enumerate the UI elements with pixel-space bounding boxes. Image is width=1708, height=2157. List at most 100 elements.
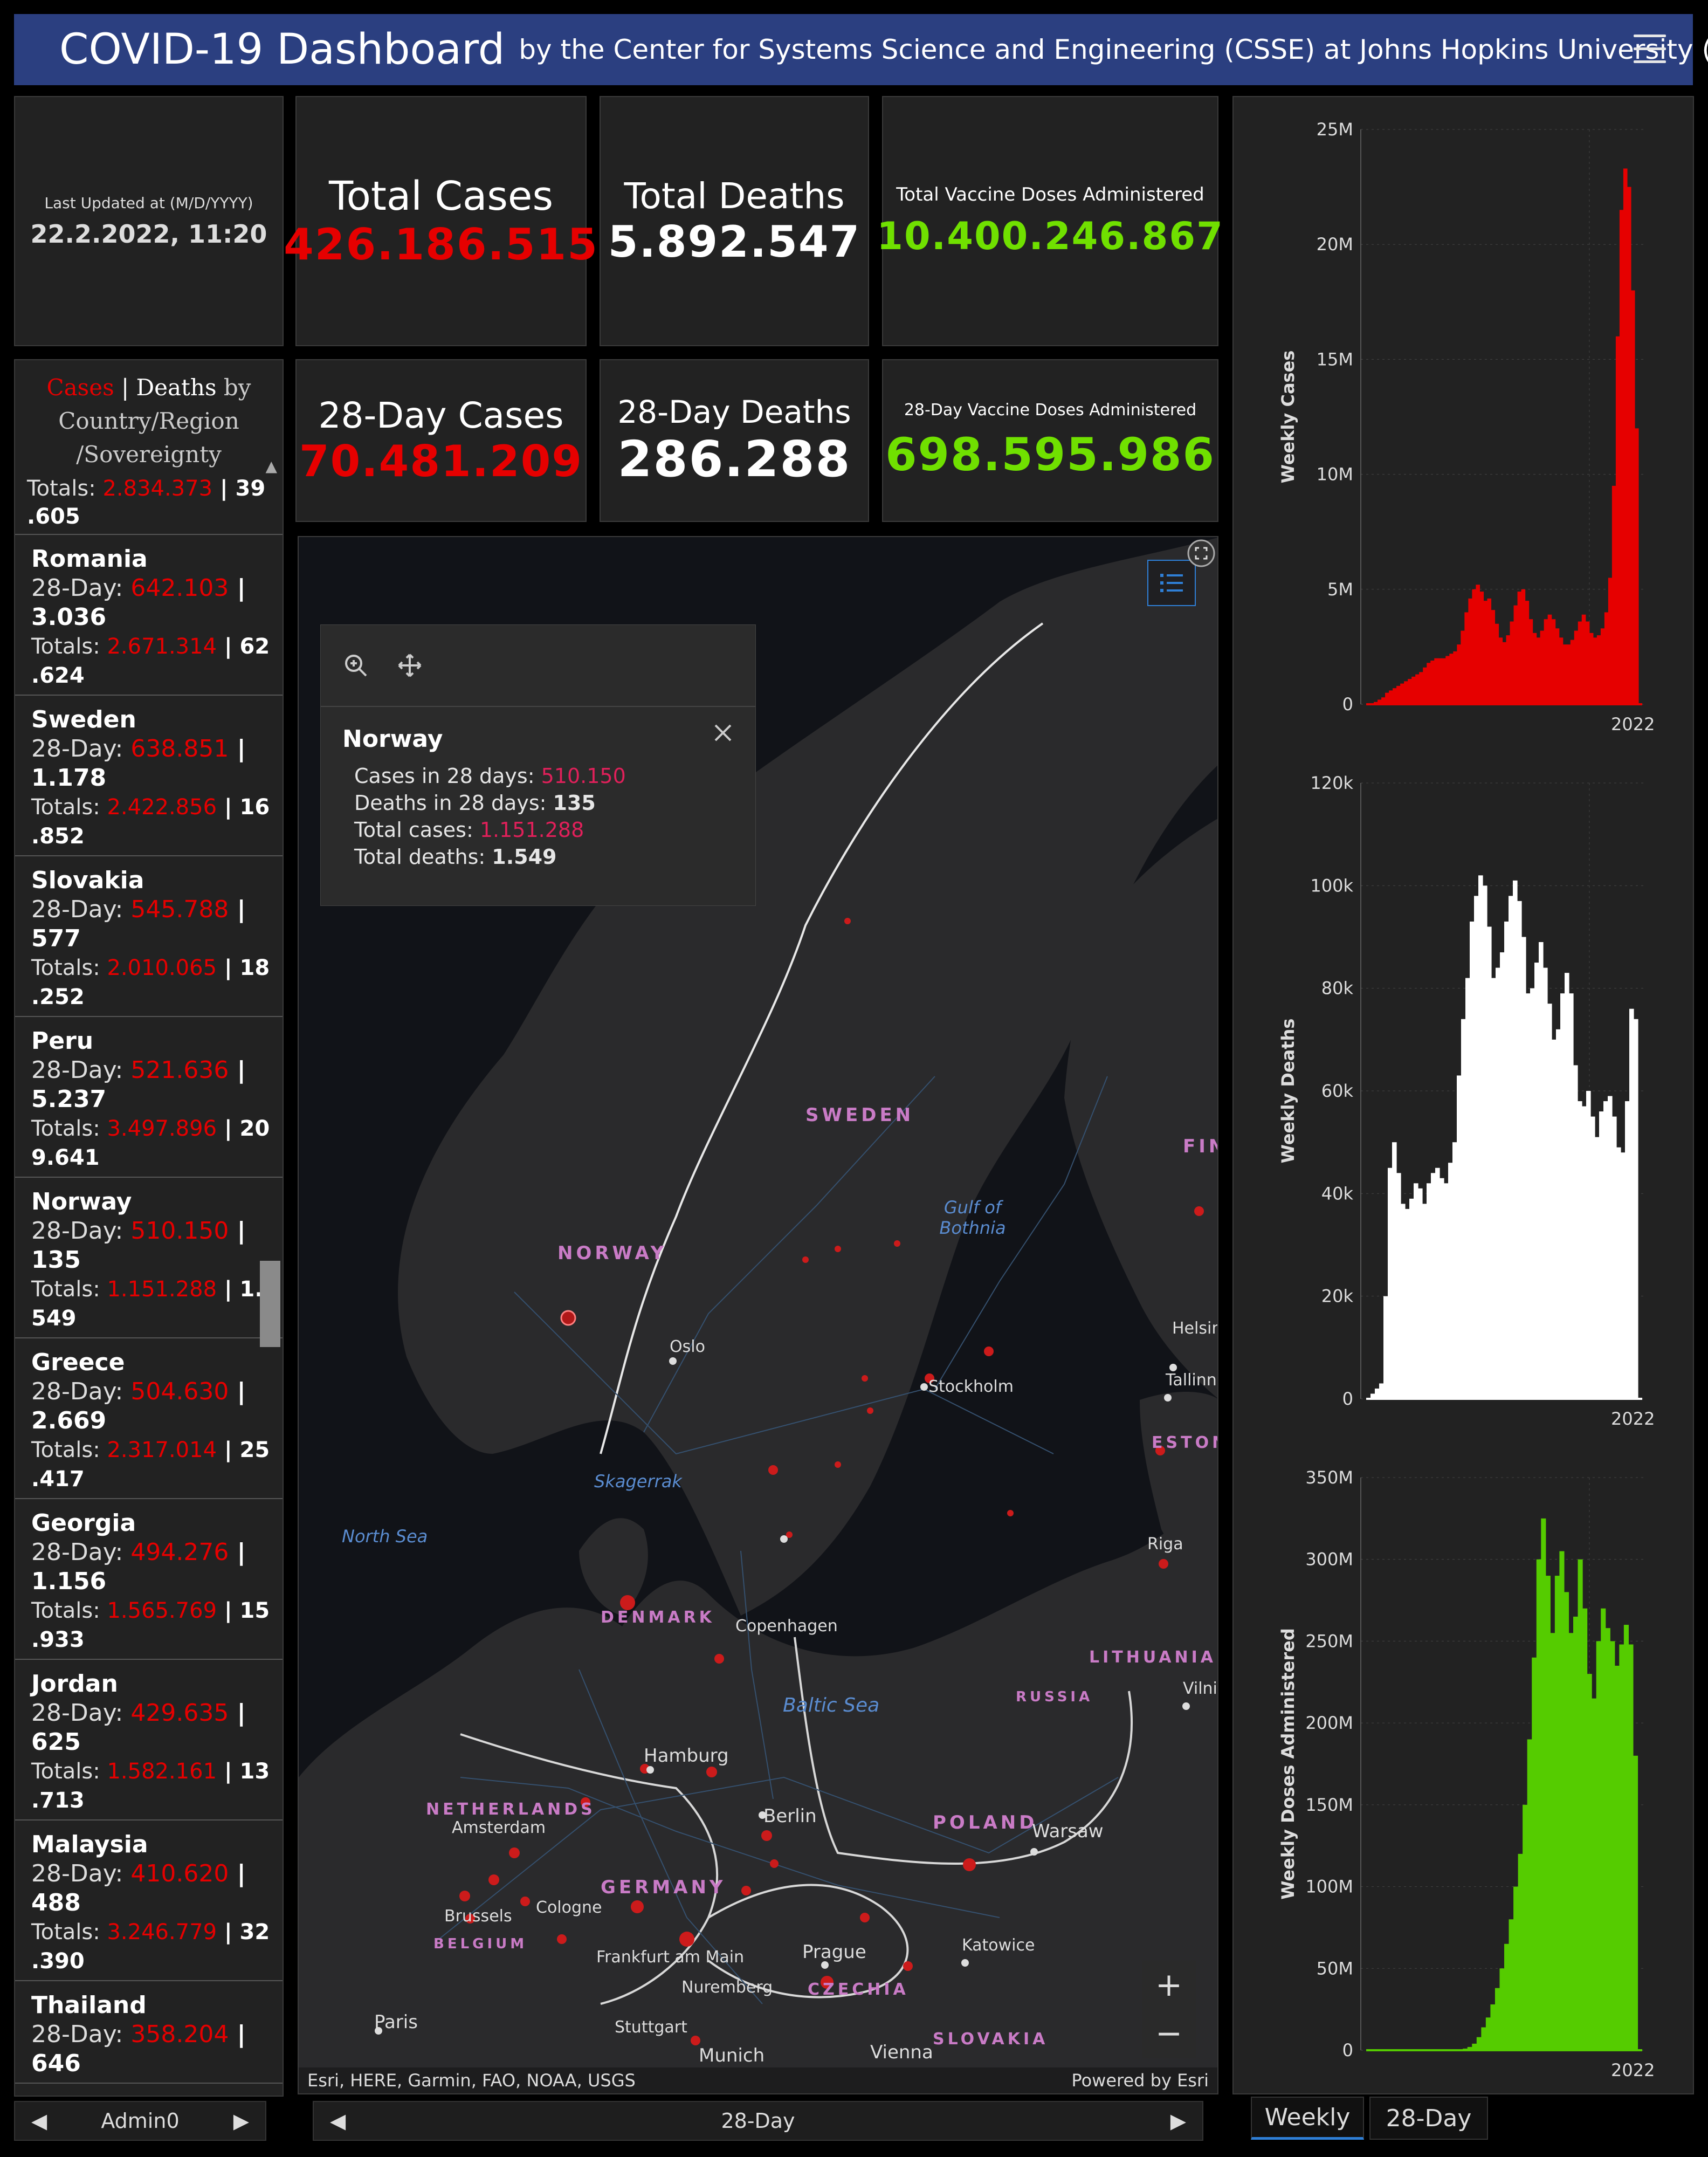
country-label-norway: NORWAY — [557, 1242, 667, 1264]
sea-label-gulf-of-bothnia: Gulf of Bothnia — [939, 1197, 1006, 1238]
row-totals-deaths: .252 — [31, 985, 85, 1009]
country-label-poland: POLAND — [933, 1812, 1038, 1833]
y-tick-label: 5M — [1327, 579, 1353, 600]
row-28-day: 28-Day: 429.635 | — [31, 1699, 246, 1727]
list-item-peru[interactable]: Peru 28-Day: 521.636 | 5.237 Totals: 3.497… — [15, 1017, 283, 1178]
y-tick-label: 0 — [1342, 694, 1353, 715]
chart-bar — [1483, 885, 1487, 1399]
country-label-belgium: BELGIUM — [433, 1936, 528, 1952]
row-28-day-deaths: 488 — [31, 1889, 81, 1916]
zoom-out-button[interactable]: − — [1155, 2015, 1183, 2052]
list-item-norway[interactable]: Norway 28-Day: 510.150 | 135 Totals: 1.151… — [15, 1178, 283, 1338]
chart-bar — [1578, 621, 1582, 704]
chart-bar — [1496, 967, 1500, 1399]
last-updated-value: 22.2.2022, 11:20 — [30, 219, 267, 249]
list-item-jordan[interactable]: Jordan 28-Day: 429.635 | 625 Totals: 1.582… — [15, 1660, 283, 1821]
chart-bar — [1601, 1608, 1606, 2050]
chart-bar — [1595, 1137, 1600, 1399]
chart-bar — [1619, 210, 1624, 704]
hamburger-menu-icon[interactable] — [1634, 35, 1666, 65]
list-item-thailand[interactable]: Thailand 28-Day: 358.204 | 646 — [15, 1981, 283, 2084]
chart-bar — [1506, 635, 1511, 704]
chart-bar — [1440, 1178, 1444, 1399]
x-tick-label: 2022 — [1611, 714, 1655, 734]
chart-bar — [1487, 598, 1492, 704]
row-totals-deaths: .624 — [31, 663, 85, 688]
chart-bar — [1585, 621, 1590, 704]
vaccine-28-panel: 28-Day Vaccine Doses Administered 698.59… — [882, 359, 1218, 522]
chart-bar — [1401, 1204, 1406, 1399]
row-28-day-deaths: 625 — [31, 1728, 81, 1756]
pan-to-icon[interactable] — [396, 652, 423, 679]
totals-sep: | — [212, 476, 236, 501]
row-totals: Totals: 2.010.065 | 18 — [31, 956, 270, 980]
row-totals: Totals: 3.246.779 | 32 — [31, 1920, 270, 1945]
expand-icon[interactable] — [1185, 537, 1217, 569]
chart-bar — [1587, 1674, 1592, 2050]
y-tick-label: 15M — [1317, 349, 1353, 369]
country-label-czechia: CZECHIA — [808, 1980, 909, 1999]
totals-deaths-cont: .605 — [27, 504, 80, 529]
map-pager-label[interactable]: 28-Day — [721, 2109, 795, 2133]
map-attribution: Esri, HERE, Garmin, FAO, NOAA, USGS Powe… — [299, 2067, 1217, 2093]
list-item-partial[interactable]: Totals: 2.834.373 | 39 .605 — [15, 471, 283, 535]
chart-bar — [1621, 1152, 1626, 1399]
tab-weekly[interactable]: Weekly — [1251, 2097, 1364, 2140]
prev-arrow-icon[interactable]: ◀ — [31, 2109, 47, 2133]
chart-bar — [1629, 1008, 1634, 1399]
city-label-helsinki: Helsin — [1172, 1319, 1218, 1338]
list-item-romania[interactable]: Romania 28-Day: 642.103 | 3.036 Totals: 2.… — [15, 535, 283, 696]
list-item-slovakia[interactable]: Slovakia 28-Day: 545.788 | 577 Totals: 2.0… — [15, 856, 283, 1017]
scroll-up-icon[interactable]: ▲ — [265, 457, 277, 475]
zoom-to-icon[interactable] — [342, 652, 369, 679]
list-item-sweden[interactable]: Sweden 28-Day: 638.851 | 1.178 Totals: 2.4… — [15, 696, 283, 856]
list-item-greece[interactable]: Greece 28-Day: 504.630 | 2.669 Totals: 2.3… — [15, 1338, 283, 1499]
list-item-georgia[interactable]: Georgia 28-Day: 494.276 | 1.156 Totals: 1.… — [15, 1499, 283, 1660]
chart-bar — [1396, 685, 1401, 704]
list-item-malaysia[interactable]: Malaysia 28-Day: 410.620 | 488 Totals: 3.2… — [15, 1821, 283, 1981]
total-cases-label: Total Cases — [329, 173, 553, 219]
next-arrow-icon[interactable]: ▶ — [233, 2109, 249, 2133]
y-tick-label: 200M — [1305, 1713, 1353, 1733]
chart-bar — [1445, 656, 1450, 704]
map-view[interactable]: SWEDEN NORWAY DENMARK NETHERLANDS GERMAN… — [298, 536, 1218, 2094]
row-totals: Totals: 1.565.769 | 15 — [31, 1598, 270, 1623]
chart-bar — [1615, 336, 1620, 704]
close-icon[interactable] — [711, 721, 735, 745]
deaths-28-value: 286.288 — [617, 430, 851, 488]
chart-bar — [1472, 589, 1476, 704]
chart-bar — [1385, 692, 1389, 704]
map-next-arrow-icon[interactable]: ▶ — [1170, 2109, 1186, 2133]
row-28-day: 28-Day: 642.103 | — [31, 574, 246, 602]
europe-land — [299, 1488, 1217, 2093]
chart-bar — [1388, 1167, 1393, 1399]
chart-bar — [1476, 2037, 1482, 2050]
city-label-stockholm: Stockholm — [928, 1377, 1014, 1396]
app-title: COVID-19 Dashboard — [59, 25, 505, 74]
tab-28-day[interactable]: 28-Day — [1369, 2097, 1488, 2140]
chart-bar — [1517, 901, 1522, 1399]
row-totals-deaths: .713 — [31, 1788, 85, 1813]
chart-bar — [1543, 967, 1548, 1399]
attribution-esri[interactable]: Powered by Esri — [1071, 2070, 1209, 2091]
zoom-in-button[interactable]: + — [1155, 1966, 1183, 2004]
feature-popup: Norway Cases in 28 days: 510.150 Deaths … — [320, 624, 756, 906]
chart-bar — [1532, 633, 1537, 704]
list-pager: ◀ Admin0 ▶ — [14, 2101, 266, 2141]
list-scrollbar-thumb[interactable] — [260, 1261, 280, 1347]
map-prev-arrow-icon[interactable]: ◀ — [330, 2109, 346, 2133]
chart-bar — [1544, 619, 1548, 704]
chart-bar — [1467, 2046, 1472, 2050]
y-axis-title: Weekly Deaths — [1278, 1019, 1298, 1164]
map-canvas[interactable] — [299, 537, 1218, 2094]
legend-button[interactable] — [1147, 560, 1196, 606]
chart-bar — [1457, 644, 1461, 704]
list-scrollbar[interactable]: ▲ — [258, 457, 283, 2096]
country-list-panel: Cases | Deaths by Country/Region /Sovere… — [14, 359, 284, 2097]
chart-bar — [1517, 592, 1522, 704]
list-pager-label[interactable]: Admin0 — [101, 2109, 180, 2133]
chart-bar — [1499, 1968, 1505, 2050]
chart-bar — [1464, 612, 1469, 704]
row-totals-deaths: .417 — [31, 1467, 85, 1492]
attribution-sources: Esri, HERE, Garmin, FAO, NOAA, USGS — [307, 2070, 636, 2091]
